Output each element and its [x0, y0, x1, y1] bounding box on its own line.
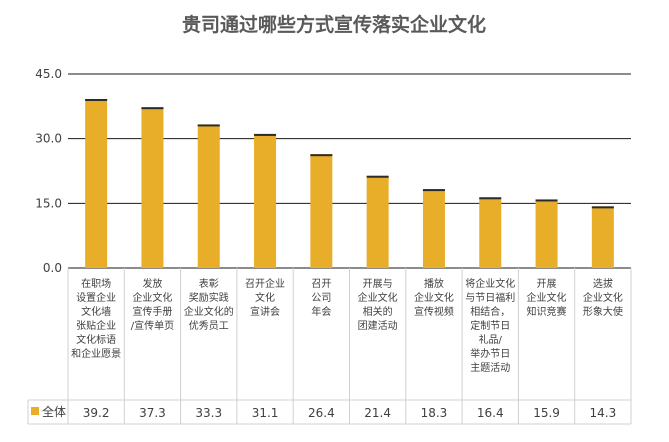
category-label-line: 企业文化的	[184, 305, 234, 318]
category-label-line: 企业文化	[132, 291, 172, 304]
category-label-line: 企业文化	[414, 291, 454, 304]
category-label-line: 张贴企业	[76, 319, 116, 332]
bar	[422, 189, 445, 268]
category-label: 选拔企业文化形象大使	[583, 277, 623, 318]
legend-label: 全体	[42, 404, 66, 419]
category-label: 将企业文化与节日福利相结合，定制节日礼品/举办节日主题活动	[465, 277, 515, 374]
category-label-line: 在职场	[81, 277, 111, 290]
bar	[254, 133, 277, 268]
category-label-line: 主题活动	[470, 362, 510, 374]
category-label: 发放企业文化宣传手册/宣传单页	[131, 277, 174, 332]
bar-top-edge	[197, 124, 220, 127]
y-axis: 0.0 15.0 30.0 45.0	[35, 67, 62, 275]
y-tick-label: 45.0	[35, 67, 62, 81]
bar	[535, 199, 558, 268]
category-label-line: /宣传单页	[131, 319, 174, 332]
category-label-line: 表彰	[199, 277, 219, 290]
category-label-line: 开展与	[363, 278, 393, 290]
bar	[366, 175, 389, 268]
category-label: 开展企业文化知识竞赛	[527, 278, 567, 318]
category-label-line: 奖励实践	[189, 291, 229, 304]
category-label-line: 团建活动	[358, 319, 398, 332]
category-label-line: 企业文化	[527, 291, 567, 304]
category-label-line: 形象大使	[583, 305, 623, 318]
bars	[85, 99, 614, 268]
chart-title: 贵司通过哪些方式宣传落实企业文化	[182, 13, 486, 36]
category-label-line: 企业文化	[358, 291, 398, 304]
data-label: 14.3	[589, 406, 616, 420]
category-label: 在职场设置企业文化墙张贴企业文化标语和企业愿景	[71, 277, 121, 360]
bar-top-edge	[535, 199, 558, 202]
bar	[197, 124, 220, 268]
category-label-line: 将企业文化	[465, 277, 515, 290]
category-label-line: 召开	[311, 279, 331, 290]
data-label: 15.9	[533, 406, 560, 420]
category-label-line: 选拔	[593, 277, 613, 290]
category-label-line: 相关的	[363, 305, 393, 318]
category-label-line: 举办节日	[470, 347, 510, 360]
category-label: 召开企业文化宣讲会	[245, 277, 285, 318]
category-label-line: 宣传视频	[414, 305, 454, 318]
category-label: 召开公司年会	[311, 279, 331, 318]
category-label-line: 公司	[311, 293, 331, 304]
category-label-line: 召开企业	[245, 277, 285, 290]
data-label: 18.3	[421, 406, 448, 420]
category-label-line: 文化墙	[81, 305, 111, 318]
bar-top-edge	[85, 99, 108, 102]
bar	[85, 99, 108, 268]
data-table: 在职场设置企业文化墙张贴企业文化标语和企业愿景发放企业文化宣传手册/宣传单页表彰…	[27, 268, 632, 425]
category-label-line: 礼品/	[479, 333, 503, 346]
bar-top-edge	[141, 107, 164, 110]
data-label: 37.3	[139, 406, 166, 420]
bar	[141, 107, 164, 268]
category-label-line: 文化	[255, 291, 275, 304]
category-label-line: 宣讲会	[250, 305, 280, 318]
category-label-line: 与节日福利	[465, 291, 515, 304]
bar	[310, 154, 333, 268]
bar-top-edge	[479, 197, 502, 200]
category-label: 开展与企业文化相关的团建活动	[358, 278, 398, 332]
bar-top-edge	[254, 133, 277, 136]
category-label: 播放企业文化宣传视频	[414, 277, 454, 318]
data-label: 26.4	[308, 406, 335, 420]
category-label-line: 开展	[537, 278, 557, 290]
bar	[591, 206, 614, 268]
data-label: 39.2	[83, 406, 110, 420]
category-label-line: 优秀员工	[189, 319, 229, 332]
bar-top-edge	[310, 154, 333, 157]
bar	[479, 197, 502, 268]
data-label: 31.1	[252, 406, 279, 420]
category-label-line: 和企业愿景	[71, 347, 121, 360]
category-label-line: 年会	[311, 305, 331, 318]
y-tick-label: 30.0	[35, 132, 62, 146]
y-tick-label: 0.0	[43, 261, 62, 275]
category-label-line: 知识竞赛	[527, 305, 567, 318]
data-label: 16.4	[477, 406, 504, 420]
category-label-line: 相结合，	[470, 305, 510, 318]
category-label-line: 宣传手册	[132, 305, 172, 318]
legend-swatch	[31, 407, 39, 415]
category-label-line: 文化标语	[76, 333, 116, 346]
category-label-line: 设置企业	[76, 291, 116, 304]
bar-top-edge	[591, 206, 614, 209]
category-label-line: 发放	[142, 277, 162, 290]
category-label-line: 播放	[424, 277, 444, 290]
bar-top-edge	[422, 189, 445, 192]
bar-top-edge	[366, 175, 389, 178]
category-label-line: 企业文化	[583, 291, 623, 304]
data-label: 21.4	[364, 406, 391, 420]
category-label-line: 定制节日	[470, 319, 510, 332]
category-label: 表彰奖励实践企业文化的优秀员工	[184, 277, 234, 332]
y-tick-label: 15.0	[35, 196, 62, 210]
data-label: 33.3	[195, 406, 222, 420]
